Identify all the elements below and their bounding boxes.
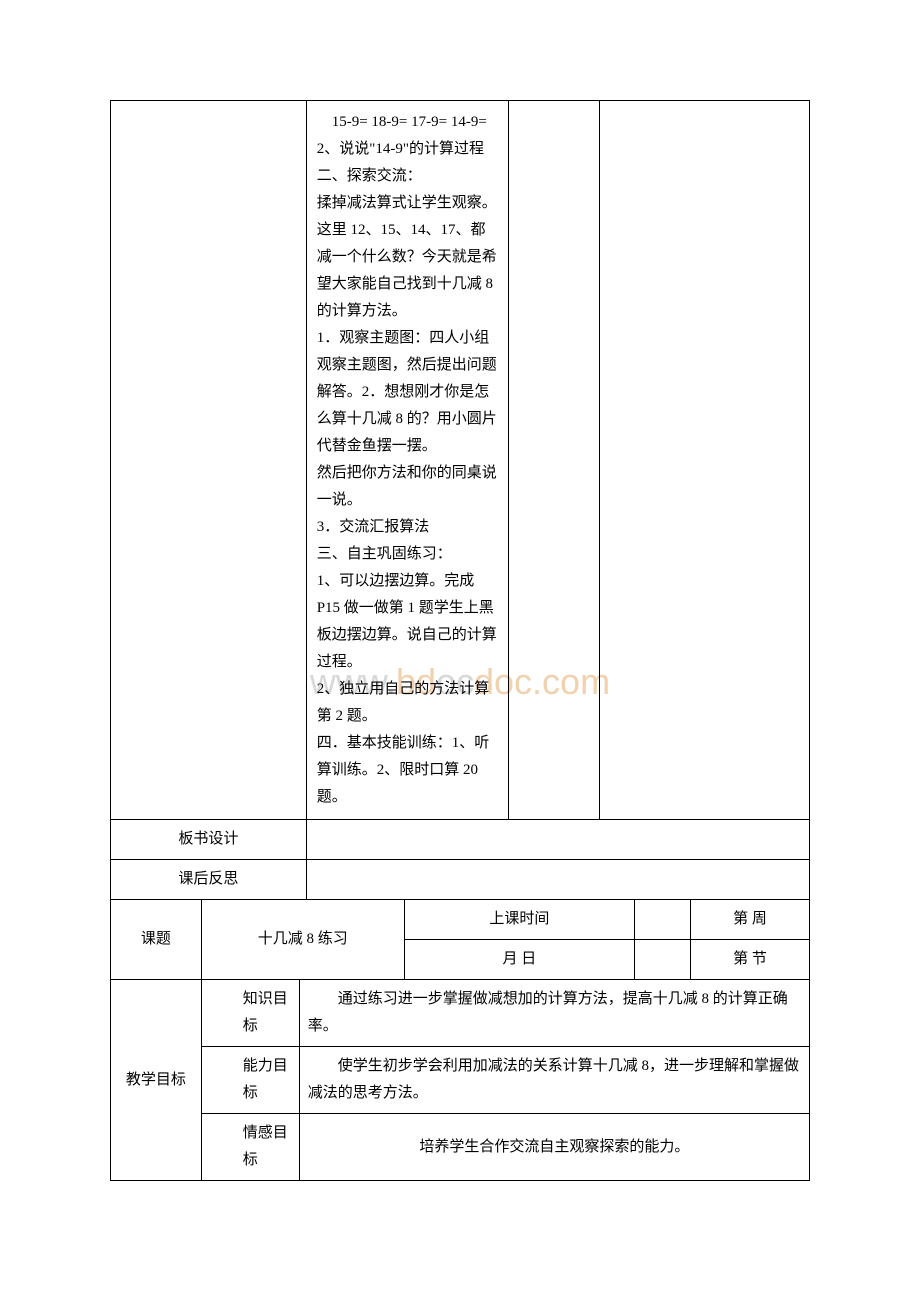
content-line-10: 四．基本技能训练：1、听算训练。2、限时口算 20 题。	[317, 730, 499, 811]
jiaoxue-text: 教学目标	[126, 1072, 186, 1088]
content-line-7: 三、自主巩固练习：	[317, 541, 499, 568]
nengli-label: 能力目标	[201, 1047, 299, 1114]
teaching-content-cell: 15-9= 18-9= 17-9= 14-9= 2、说说"14-9"的计算过程二…	[306, 101, 509, 820]
date-empty	[635, 940, 691, 980]
board-design-value	[306, 820, 809, 860]
nengli-text: 能力目标	[210, 1053, 291, 1107]
time-label: 上课时间	[404, 900, 635, 940]
keti-value: 十几减 8 练习	[201, 900, 404, 980]
empty-mid-cell	[509, 101, 600, 820]
qinggan-value: 培养学生合作交流自主观察探索的能力。	[299, 1114, 809, 1181]
reflection-value	[306, 860, 809, 900]
content-line-8: 1、可以边摆边算。完成 P15 做一做第 1 题学生上黑板边摆边算。说自己的计算…	[317, 568, 499, 676]
date-label: 月 日	[404, 940, 635, 980]
zhishi-value-text: 通过练习进一步掌握做减想加的计算方法，提高十几减 8 的计算正确率。	[308, 986, 801, 1040]
time-empty	[635, 900, 691, 940]
content-line-5: 然后把你方法和你的同桌说一说。	[317, 460, 499, 514]
week-label: 第 周	[691, 900, 810, 940]
content-line-3: 揉掉减法算式让学生观察。这里 12、15、14、17、都减一个什么数？今天就是希…	[317, 190, 499, 325]
qinggan-value-text: 培养学生合作交流自主观察探索的能力。	[419, 1139, 689, 1155]
zhishi-label: 知识目标	[201, 980, 299, 1047]
content-line-6: 3．交流汇报算法	[317, 514, 499, 541]
content-line-4: 1．观察主题图：四人小组观察主题图，然后提出问题解答。2．想想刚才你是怎么算十几…	[317, 325, 499, 460]
top-content-table: 15-9= 18-9= 17-9= 14-9= 2、说说"14-9"的计算过程二…	[110, 100, 810, 900]
keti-label: 课题	[111, 900, 202, 980]
empty-left-cell	[111, 101, 307, 820]
jiaoxue-mubiao-label: 教学目标	[111, 980, 202, 1181]
zhishi-value: 通过练习进一步掌握做减想加的计算方法，提高十几减 8 的计算正确率。	[299, 980, 809, 1047]
board-design-label: 板书设计	[111, 820, 307, 860]
reflection-label: 课后反思	[111, 860, 307, 900]
qinggan-label: 情感目标	[201, 1114, 299, 1181]
nengli-value-text: 使学生初步学会利用加减法的关系计算十几减 8，进一步理解和掌握做减法的思考方法。	[308, 1053, 801, 1107]
content-line-9: 2、独立用自己的方法计算第 2 题。	[317, 676, 499, 730]
nengli-value: 使学生初步学会利用加减法的关系计算十几减 8，进一步理解和掌握做减法的思考方法。	[299, 1047, 809, 1114]
content-line-2: 2、说说"14-9"的计算过程二、探索交流：	[317, 136, 499, 190]
section-label: 第 节	[691, 940, 810, 980]
qinggan-text: 情感目标	[210, 1120, 291, 1174]
zhishi-text: 知识目标	[210, 986, 291, 1040]
empty-right-cell	[600, 101, 810, 820]
content-line-1: 15-9= 18-9= 17-9= 14-9=	[317, 109, 499, 136]
lesson-info-table: 课题 十几减 8 练习 上课时间 第 周 月 日 第 节 教学目标 知识目标 通…	[110, 899, 810, 1181]
